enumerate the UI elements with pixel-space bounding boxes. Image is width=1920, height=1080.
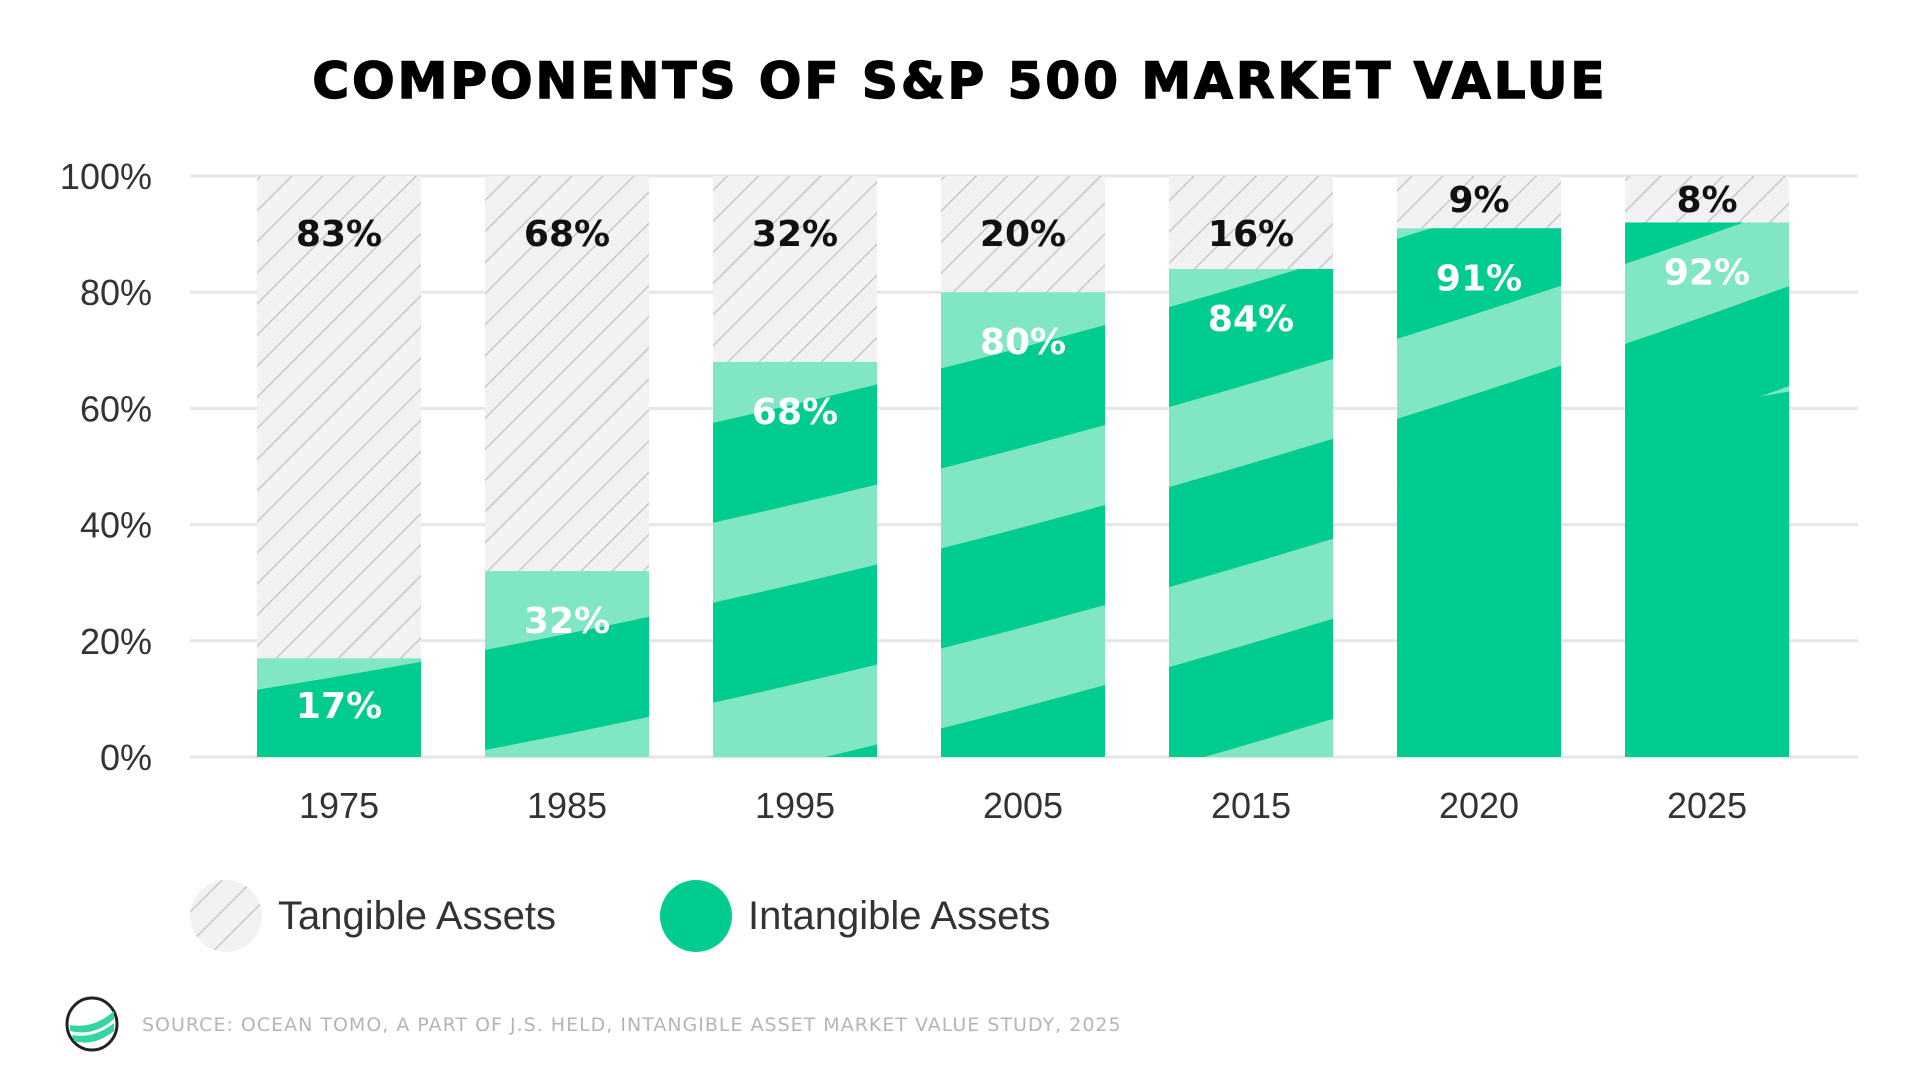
wave-band	[257, 260, 1789, 758]
x-tick-label: 1975	[299, 785, 379, 826]
x-tick-label: 1995	[755, 785, 835, 826]
tangible-value-label: 16%	[1208, 214, 1294, 255]
x-tick-label: 2025	[1667, 785, 1747, 826]
bar-tangible-1975	[257, 176, 421, 659]
wave-band	[257, 440, 1789, 758]
intangible-value-label: 80%	[980, 322, 1066, 363]
legend-intangible-label: Intangible Assets	[748, 893, 1051, 938]
x-tick-label: 2020	[1439, 785, 1519, 826]
bar-tangible-2020	[1397, 176, 1561, 229]
intangible-value-label: 84%	[1208, 299, 1294, 340]
source-note: SOURCE: OCEAN TOMO, A PART OF J.S. HELD,…	[142, 1014, 1122, 1036]
x-tick-label: 2005	[983, 785, 1063, 826]
tangible-value-label: 8%	[1676, 180, 1737, 221]
wave-band	[1620, 380, 1789, 757]
tangible-swatch-icon	[190, 880, 262, 952]
intangible-value-label: 68%	[752, 392, 838, 433]
legend-tangible: Tangible Assets	[190, 880, 556, 952]
y-tick-label: 40%	[80, 505, 152, 546]
tangible-value-label: 9%	[1448, 180, 1509, 221]
ocean-tomo-logo-icon	[65, 996, 119, 1052]
bar-tangible-2015	[1169, 176, 1333, 269]
y-tick-label: 60%	[80, 388, 152, 429]
intangible-value-label: 91%	[1436, 258, 1522, 299]
x-tick-label: 2015	[1211, 785, 1291, 826]
legend-tangible-label: Tangible Assets	[278, 893, 556, 938]
x-tick-label: 1985	[527, 785, 607, 826]
y-tick-label: 80%	[80, 272, 152, 313]
bar-tangible-2005	[941, 176, 1105, 293]
y-tick-label: 20%	[80, 621, 152, 662]
intangible-value-label: 32%	[524, 601, 610, 642]
intangible-swatch-icon	[660, 880, 732, 952]
tangible-value-label: 32%	[752, 214, 838, 255]
tangible-value-label: 83%	[296, 214, 382, 255]
y-tick-label: 100%	[60, 156, 152, 197]
tangible-value-label: 68%	[524, 214, 610, 255]
chart-title: COMPONENTS OF S&P 500 MARKET VALUE	[312, 51, 1608, 111]
bar-tangible-1995	[713, 176, 877, 362]
bar-tangible-1985	[485, 176, 649, 572]
bar-tangible-2025	[1625, 176, 1789, 223]
intangible-value-label: 17%	[296, 686, 382, 727]
tangible-value-label: 20%	[980, 214, 1066, 255]
legend-intangible: Intangible Assets	[660, 880, 1050, 952]
y-tick-label: 0%	[100, 737, 152, 778]
intangible-value-label: 92%	[1664, 252, 1750, 293]
